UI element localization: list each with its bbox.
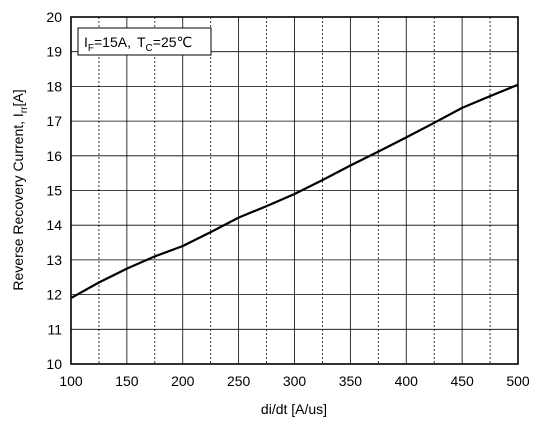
y-tick-label: 12: [46, 287, 62, 303]
y-tick-label: 15: [46, 183, 62, 199]
x-tick-label: 450: [450, 373, 474, 389]
series-line: [70, 83, 519, 300]
annotation-temp-subscript: C: [146, 43, 153, 54]
plot-frame: [70, 16, 519, 365]
y-axis-label-suffix: [A]: [10, 89, 26, 106]
x-tick-label: 200: [171, 373, 195, 389]
series-layer: [70, 83, 519, 300]
annotation-box: [77, 27, 212, 56]
x-tick-label: 500: [506, 373, 530, 389]
y-tick-label: 10: [46, 356, 62, 372]
y-axis-label: Reverse Recovery Current, Irr[A]: [10, 89, 30, 290]
x-tick-label: 400: [395, 373, 419, 389]
y-tick-label: 13: [46, 252, 62, 268]
condition-annotation: IF=15A, TC=25℃: [77, 27, 212, 56]
x-tick-labels: 100 150 200 250 300 350 400 450 500: [59, 373, 530, 389]
x-axis-label: di/dt [A/us]: [261, 401, 327, 417]
y-tick-label: 16: [46, 148, 62, 164]
annotation-current-symbol: I: [84, 34, 88, 50]
y-tick-labels: 10 11 12 13 14 15 16 17 18 19 20: [46, 9, 62, 372]
x-tick-label: 150: [115, 373, 139, 389]
y-tick-label: 19: [46, 44, 62, 60]
y-axis-label-prefix: Reverse Recovery Current, I: [10, 113, 26, 290]
y-tick-label: 11: [47, 321, 62, 337]
y-tick-label: 20: [46, 9, 62, 25]
y-axis-label-subscript: rr: [19, 106, 30, 113]
annotation-current-value: =15A,: [94, 34, 131, 50]
annotation-temp-symbol: T: [137, 34, 146, 50]
y-tick-label: 14: [46, 217, 62, 233]
x-tick-label: 250: [227, 373, 251, 389]
y-tick-label: 17: [46, 113, 62, 129]
y-tick-label: 18: [46, 78, 62, 94]
x-tick-label: 300: [283, 373, 307, 389]
x-tick-label: 350: [339, 373, 363, 389]
annotation-text: IF=15A, TC=25℃: [84, 34, 192, 54]
annotation-temp-value: =25℃: [153, 34, 192, 50]
x-tick-label: 100: [59, 373, 83, 389]
annotation-current-subscript: F: [88, 43, 94, 54]
grid-lines: [71, 17, 518, 364]
